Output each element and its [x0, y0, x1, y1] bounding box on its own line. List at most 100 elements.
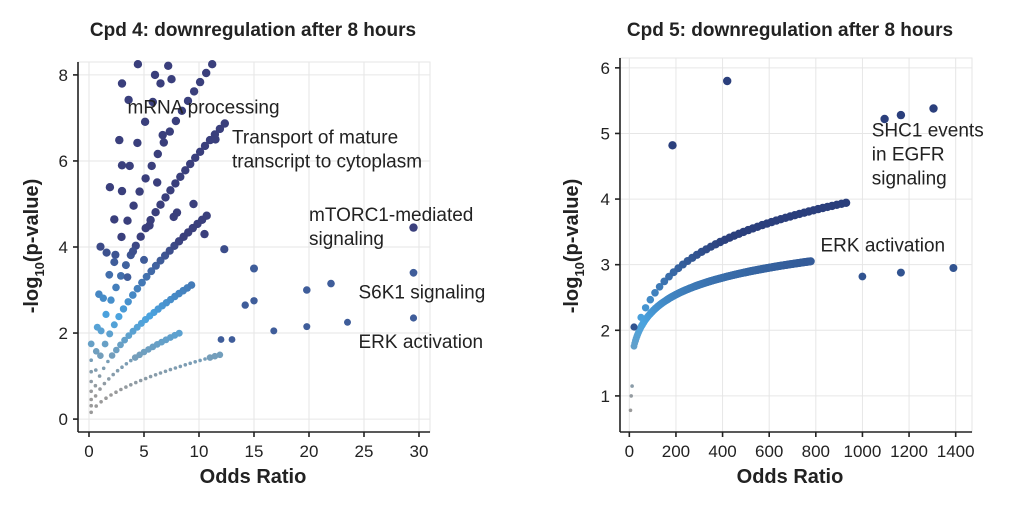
data-point — [147, 161, 156, 171]
data-point — [110, 321, 118, 329]
y-tick-label: 4 — [59, 238, 68, 257]
data-point — [409, 268, 418, 277]
data-point — [177, 106, 187, 116]
annotation-label: mTORC1-mediated signaling — [309, 205, 473, 250]
data-point — [96, 242, 105, 251]
data-point — [117, 232, 126, 242]
x-tick-label: 0 — [84, 442, 93, 461]
data-point — [193, 360, 197, 364]
data-point — [97, 374, 102, 378]
data-point — [135, 187, 144, 196]
ticks-cpd4: 0 5 10 15 20 25 30 0 2 4 6 8 — [59, 66, 429, 461]
data-point — [723, 76, 732, 86]
data-point — [646, 295, 655, 304]
data-point — [99, 400, 103, 404]
data-point — [211, 135, 220, 144]
points-cpd5 — [628, 76, 958, 413]
data-point — [228, 336, 236, 343]
data-point — [189, 199, 198, 209]
data-point — [89, 379, 93, 384]
data-point — [178, 364, 183, 369]
data-point — [188, 361, 192, 366]
data-point — [129, 358, 133, 363]
data-point — [641, 304, 650, 312]
data-point — [181, 166, 190, 175]
annotation-label: S6K1 signaling — [359, 283, 486, 304]
annotations-cpd5: SHC1 events in EGFR signaling ERK activatio… — [820, 121, 983, 257]
chart-title-cpd4: Cpd 4: downregulation after 8 hours — [90, 20, 416, 41]
data-point — [303, 286, 311, 294]
y-label-subscript: 10 — [572, 262, 587, 276]
data-point — [896, 110, 906, 120]
data-point — [124, 95, 133, 105]
panel-cpd4: Cpd 4: downregulation after 8 hours 0 5 10… — [21, 20, 485, 488]
annotation-label: SHC1 events in EGFR signaling — [872, 121, 984, 190]
data-point — [651, 289, 659, 297]
data-point — [880, 114, 889, 124]
data-point — [134, 380, 138, 385]
data-point — [270, 327, 278, 335]
x-tick-label: 1000 — [844, 442, 882, 461]
data-point — [124, 362, 129, 366]
data-point — [195, 147, 205, 156]
data-point — [102, 310, 110, 318]
data-point — [215, 124, 225, 134]
data-point — [115, 368, 120, 373]
y-tick-label: 2 — [59, 324, 68, 343]
annotation-label: mRNA processing — [128, 98, 280, 119]
data-point — [129, 201, 138, 210]
x-tick-label: 0 — [625, 442, 634, 461]
annotation-line: in EGFR — [872, 145, 945, 166]
data-point — [841, 198, 851, 207]
data-point — [806, 257, 815, 266]
data-point — [183, 96, 193, 106]
data-point — [140, 117, 150, 127]
y-tick-label: 1 — [601, 387, 610, 406]
data-point — [133, 59, 143, 69]
data-point — [105, 270, 114, 279]
data-point — [110, 258, 119, 267]
data-point — [173, 366, 178, 370]
data-point — [106, 330, 114, 338]
annotations-cpd4: mRNA processing Transport of mature transc… — [128, 98, 486, 353]
data-point — [220, 119, 229, 128]
data-point — [655, 283, 664, 291]
data-point — [344, 318, 351, 326]
panel-cpd5: Cpd 5: downregulation after 8 hours 0 200… — [561, 20, 984, 488]
data-point — [120, 365, 124, 370]
data-point — [158, 130, 167, 140]
data-point — [167, 75, 176, 84]
annotation-label: ERK activation — [820, 236, 945, 257]
y-tick-label: 6 — [601, 59, 610, 78]
data-point — [156, 200, 165, 209]
data-point — [140, 255, 148, 264]
data-point — [117, 79, 127, 88]
data-point — [143, 376, 148, 381]
data-point — [129, 383, 133, 387]
x-tick-label: 600 — [755, 442, 783, 461]
annotation-line: ERK activation — [359, 332, 484, 353]
data-point — [175, 329, 183, 337]
x-tick-label: 10 — [190, 442, 209, 461]
data-point — [668, 141, 677, 150]
data-point — [98, 387, 102, 391]
data-point — [153, 178, 162, 187]
y-tick-label: 4 — [601, 190, 610, 209]
data-point — [115, 313, 123, 321]
x-tick-label: 1200 — [890, 442, 928, 461]
data-point — [105, 183, 115, 192]
data-point — [89, 397, 93, 402]
data-point — [191, 153, 200, 162]
data-point — [107, 296, 115, 304]
x-tick-label: 200 — [662, 442, 690, 461]
y-tick-label: 8 — [59, 66, 68, 85]
x-tick-label: 20 — [300, 442, 319, 461]
chart-title-cpd5: Cpd 5: downregulation after 8 hours — [627, 20, 953, 41]
annotation-line: Transport of mature — [232, 128, 398, 149]
data-point — [109, 393, 113, 397]
x-tick-label: 5 — [139, 442, 148, 461]
data-point — [183, 363, 188, 367]
data-point — [200, 229, 209, 239]
data-point — [111, 372, 115, 377]
data-point — [108, 352, 116, 359]
